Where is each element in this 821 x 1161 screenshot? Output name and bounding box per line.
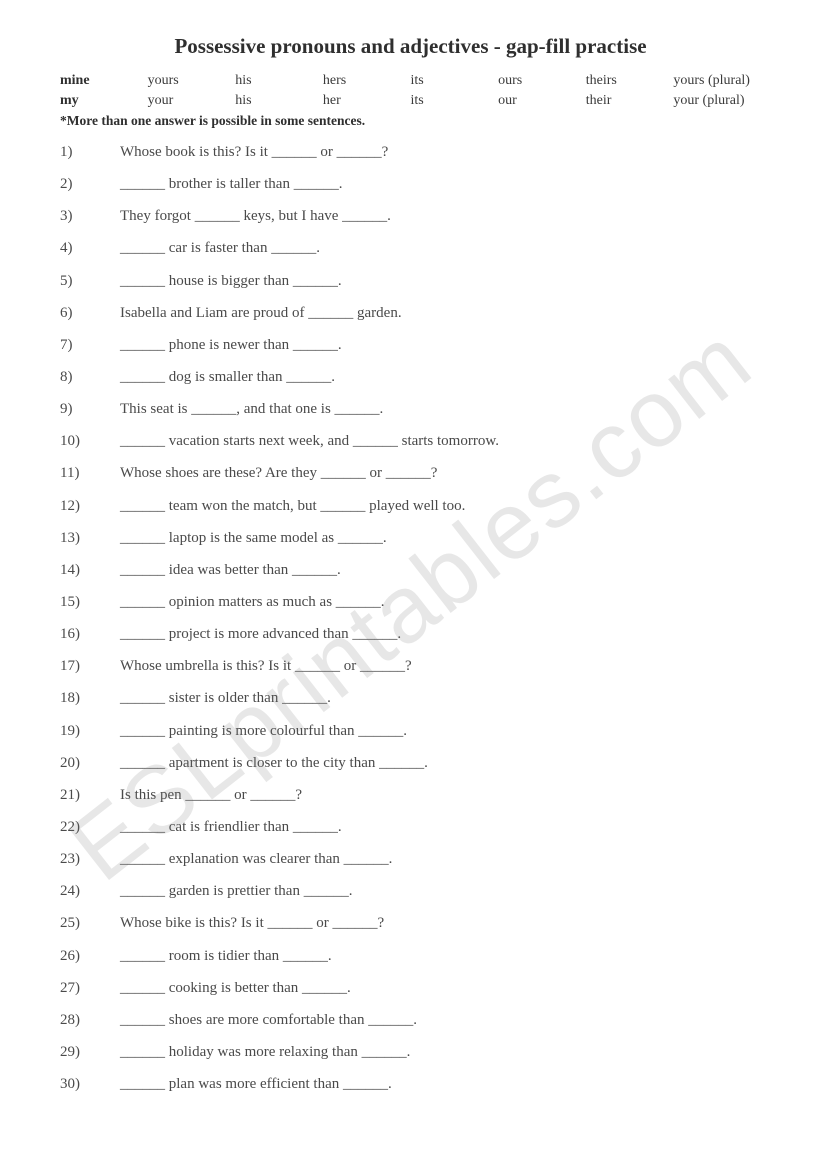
exercise-item: ______ painting is more colourful than _… — [60, 722, 761, 741]
exercise-item: ______ idea was better than ______. — [60, 561, 761, 580]
exercise-item: ______ vacation starts next week, and __… — [60, 432, 761, 451]
wordbank-cell: its — [411, 93, 499, 109]
exercise-item: ______ laptop is the same model as _____… — [60, 529, 761, 548]
exercise-sentence: Whose umbrella is this? Is it ______ or … — [120, 657, 761, 676]
wordbank-cell: yours (plural) — [673, 73, 761, 89]
exercise-item: ______ brother is taller than ______. — [60, 175, 761, 194]
exercise-sentence: ______ project is more advanced than ___… — [120, 625, 761, 644]
wordbank-cell: our — [498, 93, 586, 109]
exercise-sentence: ______ holiday was more relaxing than __… — [120, 1043, 761, 1062]
footnote: *More than one answer is possible in som… — [60, 113, 761, 129]
exercise-sentence: ______ garden is prettier than ______. — [120, 882, 761, 901]
exercise-item: Is this pen ______ or ______? — [60, 786, 761, 805]
exercise-sentence: ______ room is tidier than ______. — [120, 947, 761, 966]
wordbank-cell: his — [235, 93, 323, 109]
exercise-sentence: ______ car is faster than ______. — [120, 239, 761, 258]
exercise-sentence: They forgot ______ keys, but I have ____… — [120, 207, 761, 226]
word-bank-row-adjectives: my your his her its our their your (plur… — [60, 93, 761, 109]
exercise-item: This seat is ______, and that one is ___… — [60, 400, 761, 419]
exercise-item: ______ house is bigger than ______. — [60, 272, 761, 291]
exercise-item: ______ shoes are more comfortable than _… — [60, 1011, 761, 1030]
exercise-item: ______ holiday was more relaxing than __… — [60, 1043, 761, 1062]
wordbank-cell: my — [60, 93, 148, 109]
exercise-item: ______ car is faster than ______. — [60, 239, 761, 258]
exercise-item: ______ opinion matters as much as ______… — [60, 593, 761, 612]
exercise-item: ______ sister is older than ______. — [60, 689, 761, 708]
wordbank-cell: hers — [323, 73, 411, 89]
wordbank-cell: his — [235, 73, 323, 89]
exercise-item: They forgot ______ keys, but I have ____… — [60, 207, 761, 226]
exercise-item: Whose shoes are these? Are they ______ o… — [60, 464, 761, 483]
exercise-sentence: ______ cat is friendlier than ______. — [120, 818, 761, 837]
wordbank-cell: her — [323, 93, 411, 109]
wordbank-cell: mine — [60, 73, 148, 89]
exercise-item: ______ garden is prettier than ______. — [60, 882, 761, 901]
exercise-item: ______ cooking is better than ______. — [60, 979, 761, 998]
exercise-sentence: This seat is ______, and that one is ___… — [120, 400, 761, 419]
exercise-sentence: Whose book is this? Is it ______ or ____… — [120, 143, 761, 162]
wordbank-cell: your — [148, 93, 236, 109]
word-bank: mine yours his hers its ours theirs your… — [60, 73, 761, 109]
exercise-item: Whose umbrella is this? Is it ______ or … — [60, 657, 761, 676]
wordbank-cell: theirs — [586, 73, 674, 89]
exercise-sentence: ______ dog is smaller than ______. — [120, 368, 761, 387]
exercise-item: Whose book is this? Is it ______ or ____… — [60, 143, 761, 162]
exercise-item: ______ phone is newer than ______. — [60, 336, 761, 355]
exercise-sentence: ______ sister is older than ______. — [120, 689, 761, 708]
exercise-sentence: ______ shoes are more comfortable than _… — [120, 1011, 761, 1030]
exercise-sentence: ______ cooking is better than ______. — [120, 979, 761, 998]
exercise-item: Isabella and Liam are proud of ______ ga… — [60, 304, 761, 323]
exercise-sentence: ______ house is bigger than ______. — [120, 272, 761, 291]
exercise-item: ______ team won the match, but ______ pl… — [60, 497, 761, 516]
exercise-sentence: ______ painting is more colourful than _… — [120, 722, 761, 741]
exercise-sentence: ______ idea was better than ______. — [120, 561, 761, 580]
wordbank-cell: yours — [148, 73, 236, 89]
exercise-item: Whose bike is this? Is it ______ or ____… — [60, 914, 761, 933]
exercise-sentence: ______ explanation was clearer than ____… — [120, 850, 761, 869]
worksheet-page: Possessive pronouns and adjectives - gap… — [0, 0, 821, 1161]
exercise-item: ______ apartment is closer to the city t… — [60, 754, 761, 773]
exercise-sentence: ______ plan was more efficient than ____… — [120, 1075, 761, 1094]
exercise-sentence: ______ opinion matters as much as ______… — [120, 593, 761, 612]
wordbank-cell: your (plural) — [673, 93, 761, 109]
worksheet-title: Possessive pronouns and adjectives - gap… — [60, 34, 761, 59]
exercise-item: ______ cat is friendlier than ______. — [60, 818, 761, 837]
exercise-item: ______ plan was more efficient than ____… — [60, 1075, 761, 1094]
exercise-sentence: Whose shoes are these? Are they ______ o… — [120, 464, 761, 483]
wordbank-cell: ours — [498, 73, 586, 89]
word-bank-row-pronouns: mine yours his hers its ours theirs your… — [60, 73, 761, 89]
exercise-sentence: ______ apartment is closer to the city t… — [120, 754, 761, 773]
exercise-item: ______ project is more advanced than ___… — [60, 625, 761, 644]
exercise-sentence: Whose bike is this? Is it ______ or ____… — [120, 914, 761, 933]
wordbank-cell: their — [586, 93, 674, 109]
wordbank-cell: its — [411, 73, 499, 89]
exercise-sentence: Isabella and Liam are proud of ______ ga… — [120, 304, 761, 323]
exercise-sentence: ______ team won the match, but ______ pl… — [120, 497, 761, 516]
exercise-item: ______ dog is smaller than ______. — [60, 368, 761, 387]
exercise-sentence: ______ phone is newer than ______. — [120, 336, 761, 355]
exercise-item: ______ explanation was clearer than ____… — [60, 850, 761, 869]
exercise-item: ______ room is tidier than ______. — [60, 947, 761, 966]
exercise-sentence: ______ vacation starts next week, and __… — [120, 432, 761, 451]
exercise-sentence: ______ laptop is the same model as _____… — [120, 529, 761, 548]
exercise-list: Whose book is this? Is it ______ or ____… — [60, 143, 761, 1094]
exercise-sentence: Is this pen ______ or ______? — [120, 786, 761, 805]
exercise-sentence: ______ brother is taller than ______. — [120, 175, 761, 194]
